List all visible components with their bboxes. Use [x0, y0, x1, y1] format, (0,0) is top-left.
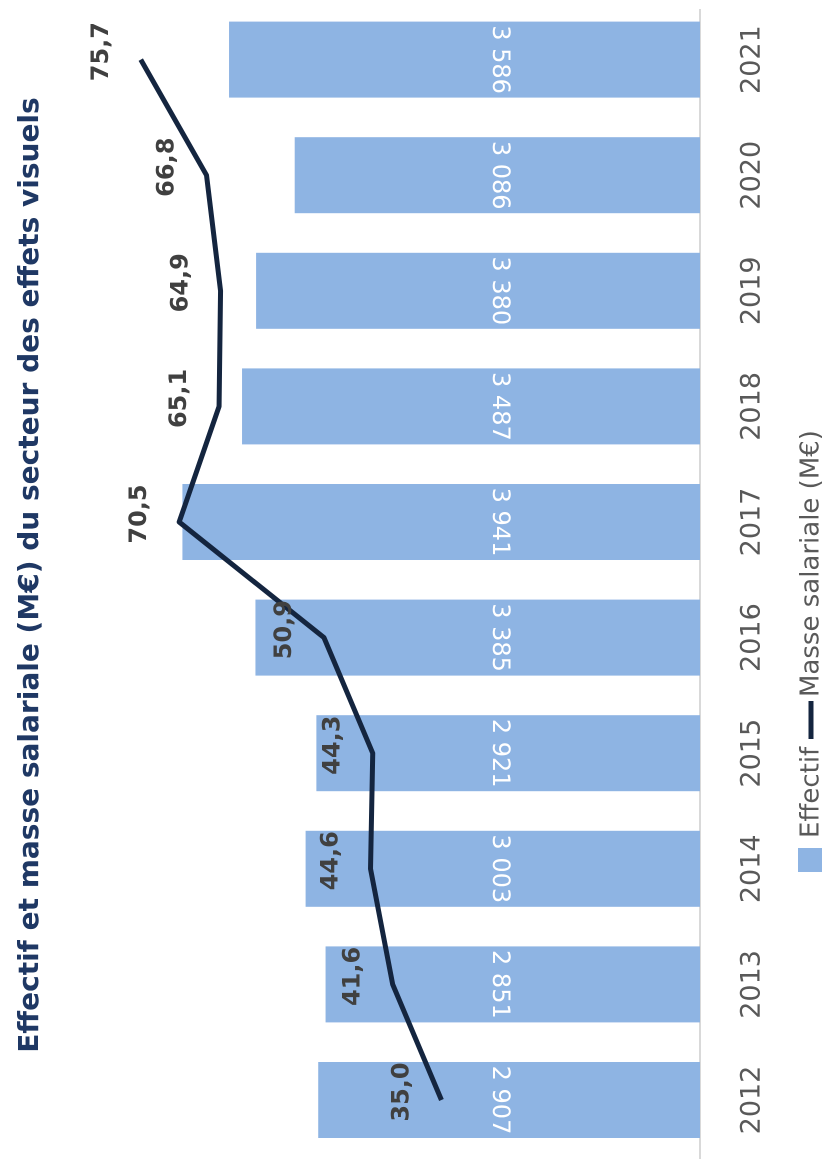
line-label: 35,0: [386, 1062, 414, 1121]
line-label: 44,3: [318, 716, 346, 775]
x-tick-label: 2019: [736, 256, 767, 325]
bar: [182, 484, 700, 560]
line-label: 66,8: [152, 138, 180, 197]
bar-label: 2 907: [487, 1066, 515, 1135]
x-tick-label: 2018: [736, 372, 767, 441]
bar-label: 3 086: [487, 141, 515, 210]
bar-label: 2 921: [487, 719, 515, 788]
line-label: 44,6: [316, 831, 344, 890]
bar: [294, 137, 700, 214]
bar: [325, 946, 700, 1023]
bar: [316, 715, 700, 792]
line-label: 65,1: [164, 369, 192, 428]
bar: [229, 21, 700, 98]
x-tick-label: 2021: [736, 25, 767, 94]
x-tick-label: 2012: [736, 1066, 767, 1135]
x-tick-label: 2017: [736, 488, 767, 557]
x-tick-label: 2013: [736, 950, 767, 1019]
bar-label: 2 851: [487, 950, 515, 1019]
bar: [256, 252, 700, 329]
bar-label: 3 586: [487, 25, 515, 94]
bar: [305, 830, 700, 907]
line-label: 70,5: [124, 484, 152, 543]
line-label: 75,7: [86, 22, 114, 81]
line-label: 50,9: [269, 600, 297, 659]
bar-label: 3 487: [487, 372, 515, 441]
bar-label: 3 941: [487, 488, 515, 557]
rotated-plot: Effectif et masse salariale (M€) du sect…: [12, 9, 826, 1159]
legend-swatch: [798, 848, 822, 872]
bar-label: 3 003: [487, 834, 515, 903]
line-label: 64,9: [166, 253, 194, 312]
bar: [242, 368, 700, 445]
line: [138, 58, 444, 1101]
bar: [255, 599, 700, 676]
chart-title: Effectif et masse salariale (M€) du sect…: [12, 97, 45, 1052]
legend-label: Masse salariale (M€): [796, 430, 826, 697]
x-tick-label: 2020: [736, 141, 767, 210]
x-tick-label: 2014: [736, 834, 767, 903]
x-tick-label: 2015: [736, 719, 767, 788]
bar-label: 3 385: [487, 603, 515, 672]
line-label: 41,6: [338, 947, 366, 1006]
legend-label: Effectif: [796, 746, 826, 838]
bar: [318, 1062, 700, 1138]
bar-label: 3 380: [487, 256, 515, 325]
x-tick-label: 2016: [736, 603, 767, 672]
